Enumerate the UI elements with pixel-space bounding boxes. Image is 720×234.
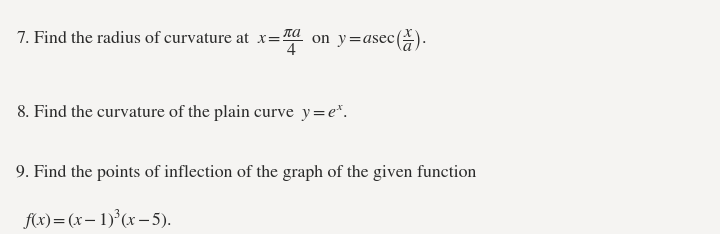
Text: 8. Find the curvature of the plain curve  $y = e^x$.: 8. Find the curvature of the plain curve… — [16, 102, 348, 123]
Text: $f(x) = (x-1)^3(x-5).$: $f(x) = (x-1)^3(x-5).$ — [23, 208, 172, 232]
Text: 7. Find the radius of curvature at  $x = \dfrac{\pi a}{4}$  on  $y = a\sec\!\lef: 7. Find the radius of curvature at $x = … — [16, 27, 426, 57]
Text: 9. Find the points of inflection of the graph of the given function: 9. Find the points of inflection of the … — [16, 165, 476, 181]
